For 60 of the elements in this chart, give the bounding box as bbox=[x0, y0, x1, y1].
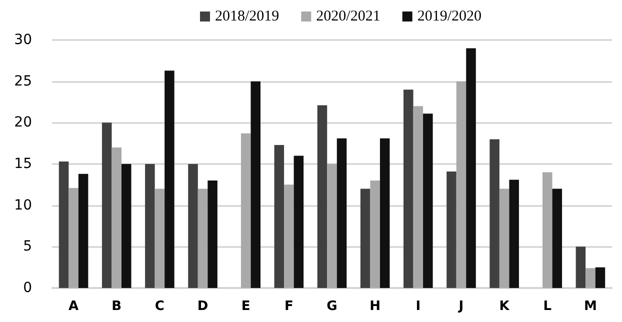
bar bbox=[466, 48, 476, 288]
y-tick-label: 10 bbox=[14, 197, 32, 214]
x-tick-label: J bbox=[458, 299, 464, 314]
legend-label: 2019/2020 bbox=[417, 8, 482, 24]
x-tick-label: L bbox=[543, 299, 552, 314]
x-tick-label: G bbox=[326, 299, 338, 314]
bar bbox=[317, 105, 328, 288]
bar bbox=[370, 180, 380, 288]
y-tick-label: 15 bbox=[14, 156, 32, 172]
bar bbox=[78, 174, 88, 288]
y-tick-label: 5 bbox=[23, 238, 32, 255]
bar bbox=[68, 188, 78, 288]
bar bbox=[274, 144, 284, 288]
x-tick-label: D bbox=[197, 299, 208, 314]
legend-label: 2018/2019 bbox=[215, 8, 280, 24]
x-tick-label: H bbox=[370, 299, 381, 314]
bar bbox=[284, 184, 294, 288]
x-tick-label: K bbox=[499, 299, 510, 314]
bar bbox=[499, 188, 510, 288]
bar bbox=[423, 114, 433, 288]
bar bbox=[446, 171, 456, 288]
bar bbox=[380, 138, 390, 288]
bar bbox=[509, 180, 519, 288]
bar bbox=[145, 164, 155, 288]
bar bbox=[198, 188, 208, 288]
bar bbox=[360, 188, 370, 288]
bar bbox=[542, 172, 552, 288]
x-tick-label: B bbox=[112, 299, 122, 314]
bar bbox=[102, 122, 112, 288]
bar bbox=[208, 180, 218, 288]
bar bbox=[154, 188, 165, 288]
bar bbox=[490, 139, 500, 288]
x-tick-label: M bbox=[584, 299, 597, 314]
y-tick-label: 25 bbox=[14, 73, 32, 90]
bar bbox=[576, 246, 586, 288]
bar bbox=[294, 156, 304, 288]
bar bbox=[164, 70, 174, 288]
x-tick-label: A bbox=[68, 299, 79, 314]
x-tick-label: C bbox=[154, 299, 164, 314]
x-tick-label: I bbox=[416, 299, 421, 314]
y-tick-label: 20 bbox=[14, 114, 32, 131]
bar bbox=[112, 147, 122, 288]
bar bbox=[250, 81, 260, 288]
bar bbox=[58, 162, 69, 288]
bar bbox=[336, 138, 347, 288]
bar bbox=[552, 188, 562, 288]
bar bbox=[404, 90, 414, 288]
bar bbox=[188, 164, 198, 288]
bar bbox=[456, 81, 466, 288]
x-tick-label: F bbox=[284, 299, 294, 314]
y-tick-label: 0 bbox=[23, 280, 32, 296]
bar bbox=[240, 133, 251, 288]
bar bbox=[586, 268, 596, 288]
y-tick-label: 30 bbox=[14, 32, 32, 48]
x-tick-label: E bbox=[241, 299, 250, 314]
bar bbox=[595, 267, 606, 288]
bar bbox=[413, 106, 424, 288]
bar bbox=[327, 164, 337, 288]
bar bbox=[121, 164, 132, 288]
legend-label: 2020/2021 bbox=[316, 8, 380, 24]
